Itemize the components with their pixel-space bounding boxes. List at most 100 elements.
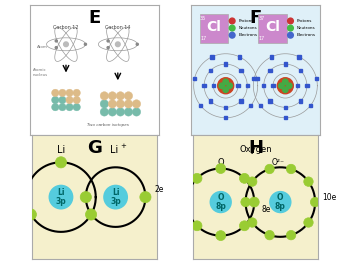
Text: 2e: 2e <box>155 185 164 194</box>
Circle shape <box>288 25 293 31</box>
Circle shape <box>223 79 229 85</box>
Circle shape <box>25 209 36 220</box>
Circle shape <box>218 78 234 94</box>
Bar <box>193 77 196 80</box>
Bar <box>202 84 206 87</box>
Text: Electrons: Electrons <box>296 33 316 37</box>
Circle shape <box>286 230 296 240</box>
Circle shape <box>51 89 59 97</box>
Text: Protons: Protons <box>296 19 312 23</box>
Circle shape <box>59 89 66 97</box>
Text: +: + <box>120 143 126 149</box>
Circle shape <box>100 100 108 108</box>
Bar <box>296 84 299 87</box>
Circle shape <box>59 103 66 111</box>
Circle shape <box>265 164 274 174</box>
Bar <box>210 55 214 59</box>
Bar <box>245 84 249 87</box>
Text: Li: Li <box>110 145 119 155</box>
Text: Cl: Cl <box>265 20 280 34</box>
Text: Neutrons: Neutrons <box>296 26 315 30</box>
Text: O
8p: O 8p <box>275 193 286 211</box>
Bar <box>315 77 318 80</box>
Text: Li
3p: Li 3p <box>56 188 66 207</box>
Bar <box>212 84 215 87</box>
Text: Cl: Cl <box>206 20 222 34</box>
Circle shape <box>182 197 192 207</box>
Circle shape <box>116 42 120 47</box>
Circle shape <box>132 100 141 108</box>
Circle shape <box>282 79 288 85</box>
Circle shape <box>192 173 202 183</box>
Text: Atom: Atom <box>37 45 48 49</box>
Bar <box>268 99 272 103</box>
Bar <box>284 116 287 120</box>
Bar <box>252 77 256 80</box>
Circle shape <box>100 108 108 116</box>
Circle shape <box>304 218 313 227</box>
Circle shape <box>73 96 80 104</box>
Bar <box>255 77 259 80</box>
Bar <box>209 69 212 72</box>
Circle shape <box>227 83 232 89</box>
Bar <box>299 69 302 72</box>
Bar <box>236 84 240 87</box>
Circle shape <box>216 231 226 241</box>
Circle shape <box>55 157 66 168</box>
Circle shape <box>107 47 109 49</box>
Circle shape <box>192 221 202 231</box>
Bar <box>284 62 287 66</box>
Text: F: F <box>249 9 262 27</box>
Circle shape <box>286 164 296 174</box>
Text: Oxygen: Oxygen <box>239 146 272 154</box>
Text: O
8p: O 8p <box>215 193 226 211</box>
Text: Carbon 14: Carbon 14 <box>105 25 131 30</box>
Circle shape <box>229 32 235 38</box>
Circle shape <box>229 25 235 31</box>
Circle shape <box>49 185 74 210</box>
Circle shape <box>80 191 91 203</box>
Circle shape <box>132 108 141 116</box>
Circle shape <box>140 191 151 203</box>
Circle shape <box>277 78 293 94</box>
Circle shape <box>124 92 133 100</box>
Text: H: H <box>248 139 263 157</box>
Circle shape <box>66 96 73 104</box>
Circle shape <box>216 164 226 174</box>
Circle shape <box>124 108 133 116</box>
Bar <box>270 55 273 59</box>
Circle shape <box>282 87 288 92</box>
Circle shape <box>249 197 259 207</box>
Bar <box>299 99 302 103</box>
Bar <box>224 62 228 66</box>
Text: E: E <box>88 9 101 27</box>
Text: Carbon 12: Carbon 12 <box>53 25 79 30</box>
Text: 8e: 8e <box>262 205 271 214</box>
Circle shape <box>136 43 138 45</box>
Bar <box>284 106 287 109</box>
Circle shape <box>103 185 128 210</box>
Circle shape <box>108 108 117 116</box>
Circle shape <box>241 197 250 207</box>
Text: 37: 37 <box>258 16 265 21</box>
Bar <box>305 84 309 87</box>
Circle shape <box>64 42 68 47</box>
Bar <box>199 104 202 107</box>
Bar <box>224 116 228 120</box>
Circle shape <box>124 100 133 108</box>
Circle shape <box>84 43 86 45</box>
Circle shape <box>279 83 284 89</box>
Bar <box>239 99 243 103</box>
Text: 3e: 3e <box>105 198 114 207</box>
Bar <box>238 55 241 59</box>
Bar <box>259 104 262 107</box>
Circle shape <box>210 191 232 213</box>
Circle shape <box>223 87 229 92</box>
Circle shape <box>107 40 109 42</box>
Circle shape <box>59 96 66 104</box>
Text: Li
3p: Li 3p <box>110 188 121 207</box>
Text: Two carbon isotopes: Two carbon isotopes <box>86 123 128 127</box>
Circle shape <box>269 191 292 213</box>
Bar <box>224 106 228 109</box>
Circle shape <box>288 18 293 24</box>
